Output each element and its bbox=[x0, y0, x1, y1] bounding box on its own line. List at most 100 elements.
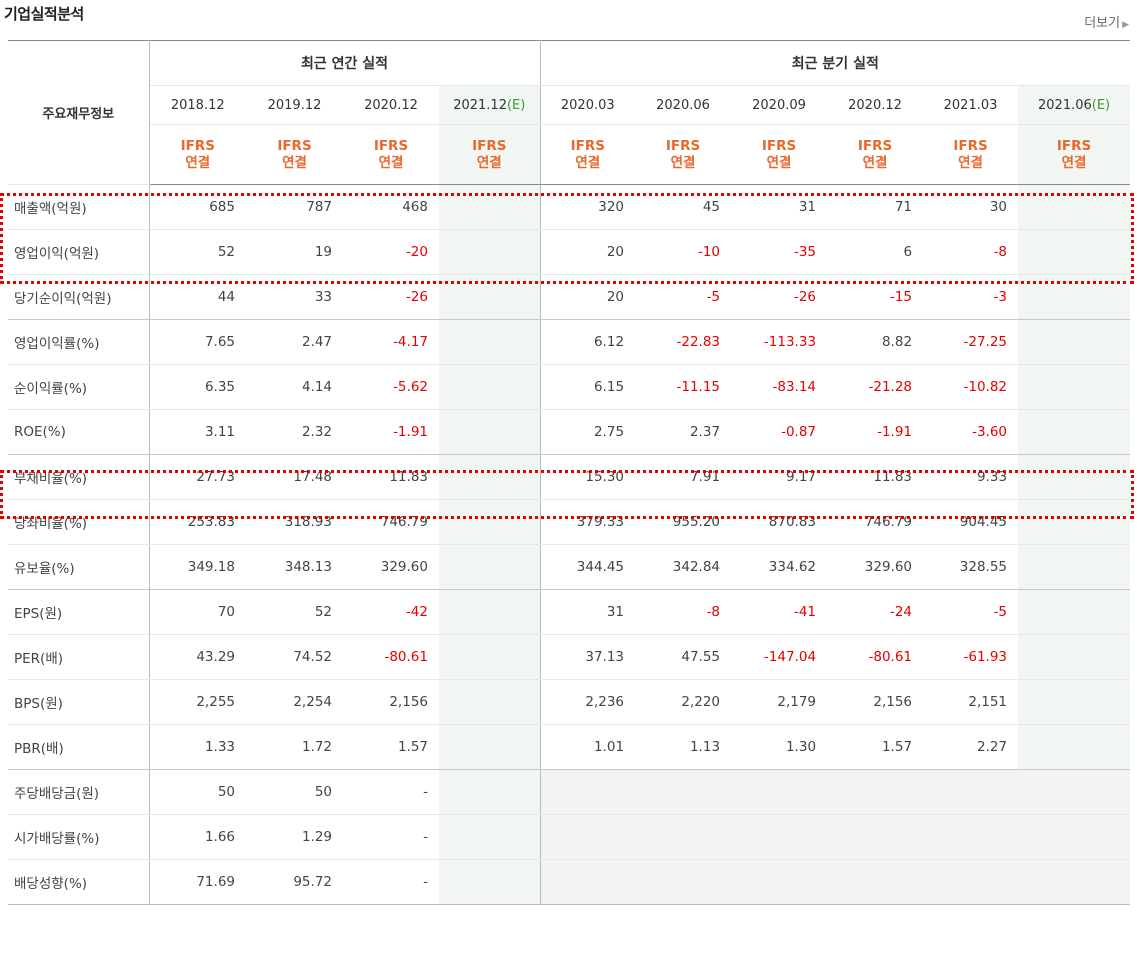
value-cell bbox=[439, 499, 541, 545]
value-cell bbox=[439, 589, 541, 635]
value-cell bbox=[439, 184, 541, 230]
row-label: 영업이익(억원) bbox=[8, 229, 150, 275]
row-label: 부채비율(%) bbox=[8, 454, 150, 500]
value-cell: 50 bbox=[149, 769, 246, 815]
value-cell: -83.14 bbox=[731, 364, 828, 410]
value-cell bbox=[439, 679, 541, 725]
value-cell: 2.75 bbox=[540, 409, 636, 455]
value-cell: 50 bbox=[246, 769, 343, 815]
row-label: 순이익률(%) bbox=[8, 364, 150, 410]
ifrs-line2: 연결 bbox=[575, 154, 601, 171]
value-cell: 685 bbox=[149, 184, 246, 230]
value-cell: -80.61 bbox=[827, 634, 924, 680]
value-cell bbox=[439, 769, 541, 815]
section-title: 기업실적분석 bbox=[4, 5, 84, 23]
empty-cell bbox=[731, 814, 828, 860]
row-label: 시가배당률(%) bbox=[8, 814, 150, 860]
empty-cell bbox=[1018, 769, 1131, 815]
value-cell: -10.82 bbox=[923, 364, 1019, 410]
table-row: ROE(%) 3.11 2.32 -1.91 2.75 2.37 -0.87 -1.91 -3.… bbox=[8, 409, 1131, 455]
table-row: EPS(원) 70 52 -42 31 -8 -41 -24 -5 bbox=[8, 589, 1131, 635]
ifrs-label: IFRS 연결 bbox=[246, 124, 343, 185]
value-cell: 52 bbox=[149, 229, 246, 275]
empty-cell bbox=[827, 814, 924, 860]
period-date: 2021.03 bbox=[943, 97, 998, 113]
value-cell: 1.33 bbox=[149, 724, 246, 770]
value-cell: -27.25 bbox=[923, 319, 1019, 365]
row-label: PBR(배) bbox=[8, 724, 150, 770]
value-cell: -8 bbox=[923, 229, 1019, 275]
value-cell: 2,156 bbox=[343, 679, 439, 725]
ifrs-label: IFRS 연결 bbox=[731, 124, 828, 185]
value-cell: 746.79 bbox=[343, 499, 439, 545]
ifrs-line1: IFRS bbox=[373, 137, 409, 154]
value-cell: 329.60 bbox=[827, 544, 924, 590]
ifrs-line1: IFRS bbox=[857, 137, 893, 154]
period-header: 2020.06 bbox=[635, 85, 732, 125]
value-cell bbox=[1018, 634, 1131, 680]
value-cell: 6.12 bbox=[540, 319, 636, 365]
value-cell: - bbox=[343, 859, 439, 905]
ifrs-line2: 연결 bbox=[766, 154, 792, 171]
table-row: 시가배당률(%) 1.66 1.29- bbox=[8, 814, 1131, 860]
value-cell: -1.91 bbox=[827, 409, 924, 455]
value-cell: 1.57 bbox=[343, 724, 439, 770]
value-cell: -8 bbox=[635, 589, 732, 635]
more-label: 더보기 bbox=[1084, 16, 1121, 31]
value-cell bbox=[439, 814, 541, 860]
ifrs-line2: 연결 bbox=[1061, 154, 1087, 171]
ifrs-line1: IFRS bbox=[953, 137, 988, 154]
value-cell: - bbox=[343, 769, 439, 815]
value-cell: -21.28 bbox=[827, 364, 924, 410]
ifrs-label: IFRS 연결 bbox=[1018, 124, 1131, 185]
empty-cell bbox=[923, 814, 1019, 860]
value-cell: 2.32 bbox=[246, 409, 343, 455]
value-cell: 1.29 bbox=[246, 814, 343, 860]
empty-cell bbox=[731, 769, 828, 815]
value-cell bbox=[439, 409, 541, 455]
value-cell: -147.04 bbox=[731, 634, 828, 680]
value-cell bbox=[1018, 364, 1131, 410]
table-row: 순이익률(%) 6.35 4.14 -5.62 6.15 -11.15 -83.14 -21.… bbox=[8, 364, 1131, 410]
value-cell: 9.17 bbox=[731, 454, 828, 500]
period-date: 2020.12 bbox=[848, 97, 902, 113]
value-cell: -113.33 bbox=[731, 319, 828, 365]
value-cell: 17.48 bbox=[246, 454, 343, 500]
ifrs-line2: 연결 bbox=[862, 154, 888, 171]
value-cell: 20 bbox=[540, 274, 636, 320]
more-link[interactable]: 더보기 ▶ bbox=[1084, 12, 1129, 31]
estimate-mark: (E) bbox=[1091, 97, 1111, 113]
value-cell: -24 bbox=[827, 589, 924, 635]
value-cell bbox=[439, 229, 541, 275]
value-cell bbox=[1018, 409, 1131, 455]
period-header: 2020.03 bbox=[540, 85, 636, 125]
empty-cell bbox=[1018, 859, 1131, 905]
row-label: 주당배당금(원) bbox=[8, 769, 150, 815]
value-cell: -15 bbox=[827, 274, 924, 320]
table-row: 영업이익률(%) 7.65 2.47 -4.17 6.12 -22.83 -113.33 8.… bbox=[8, 319, 1131, 365]
ifrs-line1: IFRS bbox=[277, 137, 312, 154]
value-cell: 52 bbox=[246, 589, 343, 635]
value-cell bbox=[439, 454, 541, 500]
ifrs-label: IFRS 연결 bbox=[923, 124, 1019, 185]
ifrs-label: IFRS 연결 bbox=[827, 124, 924, 185]
value-cell bbox=[1018, 544, 1131, 590]
value-cell: 746.79 bbox=[827, 499, 924, 545]
period-date: 2018.12 bbox=[170, 97, 225, 113]
value-cell bbox=[1018, 589, 1131, 635]
value-cell: 334.62 bbox=[731, 544, 828, 590]
table-row: 주당배당금(원) 50 50- bbox=[8, 769, 1131, 815]
value-cell: 787 bbox=[246, 184, 343, 230]
value-cell: 95.72 bbox=[246, 859, 343, 905]
ifrs-line1: IFRS bbox=[180, 137, 215, 154]
value-cell: 3.11 bbox=[149, 409, 246, 455]
financial-table: 주요재무정보 최근 연간 실적 최근 분기 실적 2018.12 2019.12 2… bbox=[8, 40, 1131, 905]
period-header: 2021.06(E) bbox=[1018, 85, 1131, 125]
value-cell: 37.13 bbox=[540, 634, 636, 680]
value-cell: 44 bbox=[149, 274, 246, 320]
value-cell bbox=[439, 859, 541, 905]
value-cell: 70 bbox=[149, 589, 246, 635]
value-cell: 9.33 bbox=[923, 454, 1019, 500]
value-cell: -5.62 bbox=[343, 364, 439, 410]
